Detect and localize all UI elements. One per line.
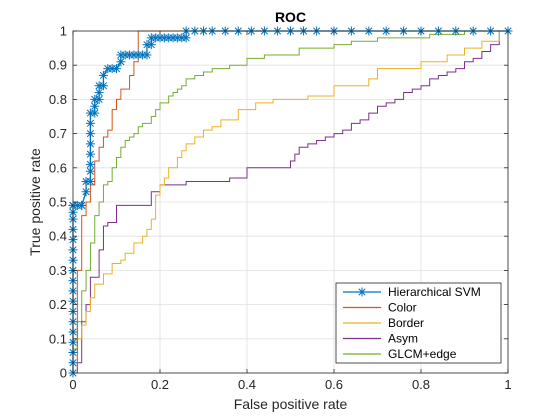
legend-item-border: Border: [343, 316, 424, 330]
x-tick-label: 1: [504, 377, 511, 392]
y-tick-label: 0: [60, 366, 67, 381]
data-point-marker: [142, 50, 152, 60]
legend-label: Hierarchical SVM: [388, 285, 481, 299]
data-point-marker: [85, 118, 95, 128]
y-tick-label: 1: [60, 24, 67, 39]
legend-label: Border: [388, 316, 424, 330]
y-tick-label: 0.9: [49, 58, 67, 73]
data-point-marker: [112, 64, 121, 74]
data-point-marker: [181, 33, 191, 43]
y-tick-label: 0.7: [49, 126, 67, 141]
data-point-marker: [85, 129, 95, 139]
legend-item-hierarchical-svm: Hierarchical SVM: [343, 285, 481, 299]
tick-layer: 0 0.2 0.4 0.6 0.8 1 0 0.1 0.2 0.3 0.4 0.5 0.6 0.7 0.8 0…: [49, 24, 512, 393]
series-asym: [73, 30, 508, 374]
x-tick-label: 0.2: [151, 377, 169, 392]
data-point-marker: [85, 166, 95, 176]
series-layer: [68, 26, 513, 378]
legend-item-asym: Asym: [343, 332, 418, 346]
series-glcm-edge: [72, 30, 508, 373]
series-line-glcm-edge: [72, 30, 508, 373]
x-tick-label: 0.8: [412, 377, 430, 392]
data-point-marker: [81, 187, 91, 197]
x-axis-label: False positive rate: [234, 396, 348, 412]
legend-marker-icon: [357, 287, 367, 297]
legend-item-glcm-edge: GLCM+edge: [343, 347, 457, 361]
series-line-border: [72, 30, 508, 373]
legend-label: Asym: [388, 332, 418, 346]
series-line-asym: [73, 30, 508, 374]
y-tick-label: 0.6: [49, 160, 67, 175]
y-tick-label: 0.3: [49, 263, 67, 278]
x-tick-label: 0: [69, 377, 76, 392]
y-axis-label: True positive rate: [27, 148, 43, 256]
y-tick-label: 0.4: [49, 229, 67, 244]
legend-label: GLCM+edge: [388, 347, 457, 361]
y-tick-label: 0.5: [49, 195, 67, 210]
data-point-marker: [85, 139, 95, 149]
x-tick-label: 0.4: [238, 377, 256, 392]
y-tick-label: 0.1: [49, 331, 67, 346]
legend-item-color: Color: [343, 301, 417, 315]
y-tick-label: 0.2: [49, 297, 67, 312]
y-tick-label: 0.8: [49, 92, 67, 107]
data-point-marker: [77, 200, 87, 210]
data-point-marker: [85, 149, 95, 159]
x-tick-label: 0.6: [325, 377, 343, 392]
legend-label: Color: [388, 301, 417, 315]
series-border: [72, 30, 508, 373]
data-point-marker: [85, 176, 95, 186]
data-point-marker: [98, 81, 108, 91]
series-line-color: [73, 30, 508, 374]
data-point-marker: [98, 70, 108, 80]
data-point-marker: [85, 159, 95, 169]
series-color: [73, 30, 508, 374]
chart-title: ROC: [275, 9, 306, 25]
